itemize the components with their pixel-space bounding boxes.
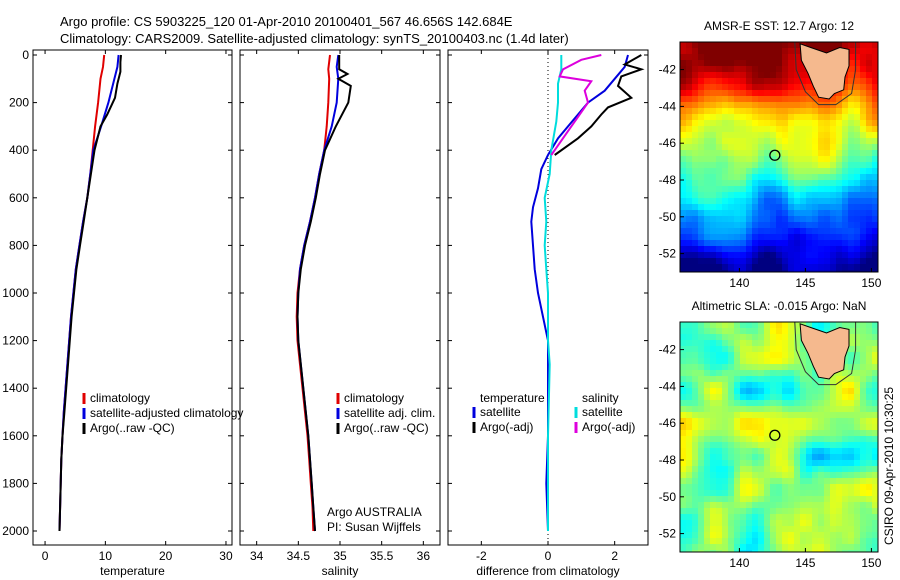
x-tick-label: 0 <box>545 549 552 563</box>
x-tick-label: 34.5 <box>287 549 311 563</box>
legend-entry: Argo(..raw -QC) <box>90 421 175 435</box>
map-y-tick-label: -44 <box>659 99 677 113</box>
map-frame <box>679 321 879 553</box>
panel-annotation: PI: Susan Wijffels <box>327 520 421 534</box>
x-tick-label: 20 <box>159 549 173 563</box>
series-line-3 <box>543 55 563 531</box>
series-line-2 <box>296 54 340 532</box>
x-tick-label: 36 <box>417 549 431 563</box>
profile-panel-1: 0 200 400 600 800 1000 1200 1400 1600 1800 2000 0 10… <box>2 48 233 578</box>
csiro-timestamp: CSIRO 09-Apr-2010 10:30:25 <box>882 387 896 545</box>
map-y-tick-label: -52 <box>659 527 677 541</box>
map-y-tick-label: -50 <box>659 490 677 504</box>
legend-heading: salinity <box>582 391 619 405</box>
map-y-tick-label: -50 <box>659 210 677 224</box>
y-tick-label: 1800 <box>2 476 29 490</box>
legend-heading: temperature <box>480 391 545 405</box>
map-x-tick-label: 150 <box>861 556 881 570</box>
x-tick-label: 30 <box>219 549 233 563</box>
map-y-tick-label: -46 <box>659 416 677 430</box>
map-y-tick-label: -46 <box>659 136 677 150</box>
map-y-tick-label: -52 <box>659 247 677 261</box>
x-tick-label: 2 <box>611 549 618 563</box>
y-tick-label: 2000 <box>2 524 29 538</box>
profile-panel-2: 34 34.5 35 35.5 36 salinity <box>239 49 441 578</box>
series-line-2 <box>58 54 120 532</box>
series-line-1 <box>58 54 106 532</box>
legend-entry: satellite <box>480 405 521 419</box>
tasmania-landmass <box>799 43 850 100</box>
y-tick-label: 1600 <box>2 429 29 443</box>
panel-frame <box>239 49 441 546</box>
series-line-3 <box>296 55 352 532</box>
x-axis-label: salinity <box>322 564 359 578</box>
map-x-tick-label: 150 <box>861 276 881 290</box>
legend-entry: satellite adj. clim. <box>344 406 435 420</box>
map-x-tick-label: 140 <box>729 556 749 570</box>
map-x-tick-label: 140 <box>729 276 749 290</box>
x-tick-label: 0 <box>42 549 49 563</box>
y-tick-label: 1200 <box>2 334 29 348</box>
y-tick-label: 800 <box>9 238 29 252</box>
map-panel-1: AMSR-E SST: 12.7 Argo: 12 -42 -44 -46 -48 -50… <box>659 19 882 290</box>
legend-entry: climatology <box>90 391 150 405</box>
shelf-contour <box>794 41 857 106</box>
figure-title-line-1: Argo profile: CS 5903225_120 01-Apr-2010… <box>60 14 513 29</box>
map-field <box>680 322 878 552</box>
series-line-4 <box>550 54 602 156</box>
map-y-tick-label: -48 <box>659 453 677 467</box>
legend-entry: climatology <box>344 391 404 405</box>
map-field <box>680 42 878 272</box>
legend-entry: satellite <box>582 405 623 419</box>
series-line-2 <box>554 54 645 156</box>
map-x-tick-label: 145 <box>795 276 815 290</box>
tasmania-landmass <box>799 323 850 380</box>
y-tick-label: 600 <box>9 191 29 205</box>
x-tick-label: 10 <box>99 549 113 563</box>
y-tick-label: 1000 <box>2 286 29 300</box>
x-tick-label: 35 <box>333 549 347 563</box>
map-title: Altimetric SLA: -0.015 Argo: NaN <box>692 299 867 313</box>
legend-entry: Argo(-adj) <box>480 420 533 434</box>
argo-position-marker <box>769 149 781 161</box>
map-x-tick-label: 145 <box>795 556 815 570</box>
map-y-tick-label: -42 <box>659 343 677 357</box>
shelf-contour <box>794 321 857 386</box>
panel-frame <box>32 49 233 546</box>
x-tick-label: -2 <box>476 549 487 563</box>
map-y-tick-label: -44 <box>659 379 677 393</box>
legend-panel-3: temperaturesatelliteArgo(-adj)salinitysa… <box>472 391 635 434</box>
x-tick-label: 35.5 <box>370 549 394 563</box>
x-axis-label: temperature <box>100 564 165 578</box>
y-tick-label: 200 <box>9 96 29 110</box>
y-tick-label: 1400 <box>2 381 29 395</box>
series-line-1 <box>530 54 629 532</box>
panel-annotation: Argo AUSTRALIA <box>327 505 422 519</box>
y-tick-label: 400 <box>9 143 29 157</box>
series-line-3 <box>58 54 122 532</box>
map-y-tick-label: -42 <box>659 63 677 77</box>
map-y-tick-label: -48 <box>659 173 677 187</box>
x-tick-label: 34 <box>250 549 264 563</box>
map-title: AMSR-E SST: 12.7 Argo: 12 <box>704 19 854 33</box>
series-line-1 <box>295 54 331 532</box>
figure-title-line-2: Climatology: CARS2009. Satellite-adjuste… <box>60 31 569 46</box>
y-tick-label: 0 <box>22 48 29 62</box>
map-frame <box>679 41 879 273</box>
legend-entry: Argo(..raw -QC) <box>344 421 429 435</box>
legend-entry: Argo(-adj) <box>582 420 635 434</box>
map-panel-2: Altimetric SLA: -0.015 Argo: NaN -42 -44 -4… <box>659 299 882 570</box>
argo-position-marker <box>769 429 781 441</box>
x-axis-label: difference from climatology <box>476 564 619 578</box>
legend-entry: satellite-adjusted climatology <box>90 406 243 420</box>
